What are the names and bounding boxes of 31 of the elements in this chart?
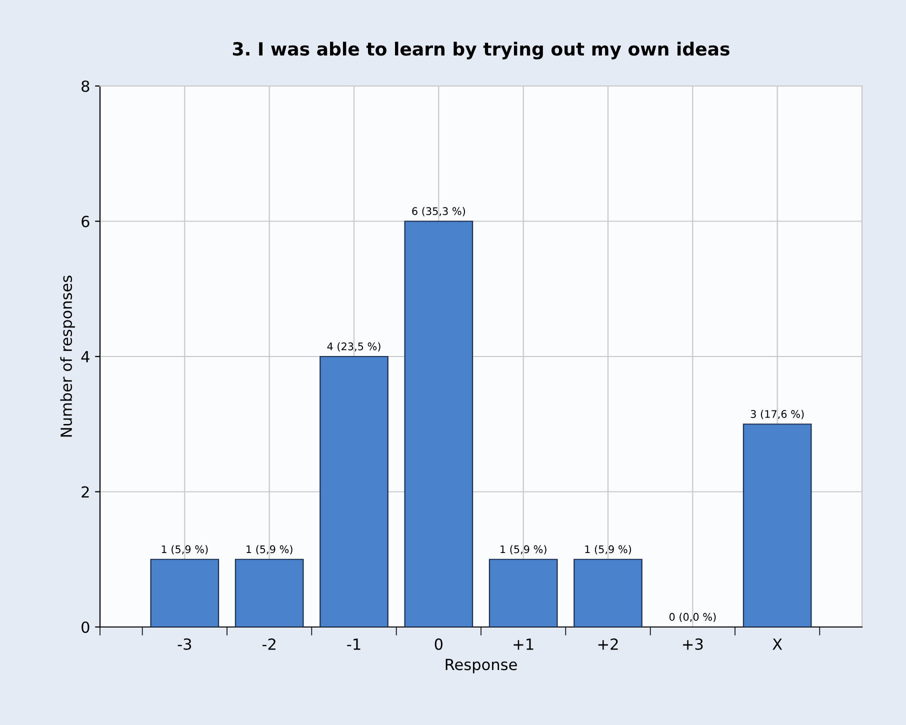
y-tick-label: 2 <box>82 486 89 498</box>
data-label: 1 (5,9 %) <box>585 545 632 554</box>
x-tick-label: +3 <box>683 638 703 650</box>
x-tick-label: +2 <box>598 638 618 650</box>
y-tick-label: 6 <box>82 216 90 228</box>
x-tick-label: 0 <box>434 638 443 650</box>
data-label: 0 (0,0 %) <box>669 612 716 622</box>
data-label: 1 (5,9 %) <box>500 545 546 554</box>
bar <box>150 558 220 627</box>
bar <box>742 424 812 627</box>
x-tick-label: -2 <box>262 638 276 650</box>
bar <box>404 220 474 627</box>
y-axis-title: Number of responses <box>60 276 75 437</box>
data-label: 4 (23,5 %) <box>327 342 380 352</box>
x-tick-label: -3 <box>178 638 192 650</box>
y-tick-label: 8 <box>82 80 90 92</box>
data-label: 6 (35,3 %) <box>412 207 466 216</box>
x-tick-label: +1 <box>514 638 534 650</box>
data-label: 1 (5,9 %) <box>246 545 292 554</box>
data-label: 3 (17,6 %) <box>750 410 804 420</box>
bar <box>488 558 558 627</box>
bar <box>234 558 304 627</box>
chart-title: 3. I was able to learn by trying out my own ideas <box>232 42 730 60</box>
x-tick-label: -1 <box>347 638 360 650</box>
data-label: 1 (5,9 %) <box>162 545 208 554</box>
x-tick-label: X <box>772 638 782 650</box>
x-axis-title: Response <box>446 658 517 674</box>
bar <box>574 558 642 627</box>
y-tick-label: 0 <box>82 621 90 634</box>
y-tick-label: 4 <box>81 351 90 362</box>
bar <box>320 356 388 627</box>
